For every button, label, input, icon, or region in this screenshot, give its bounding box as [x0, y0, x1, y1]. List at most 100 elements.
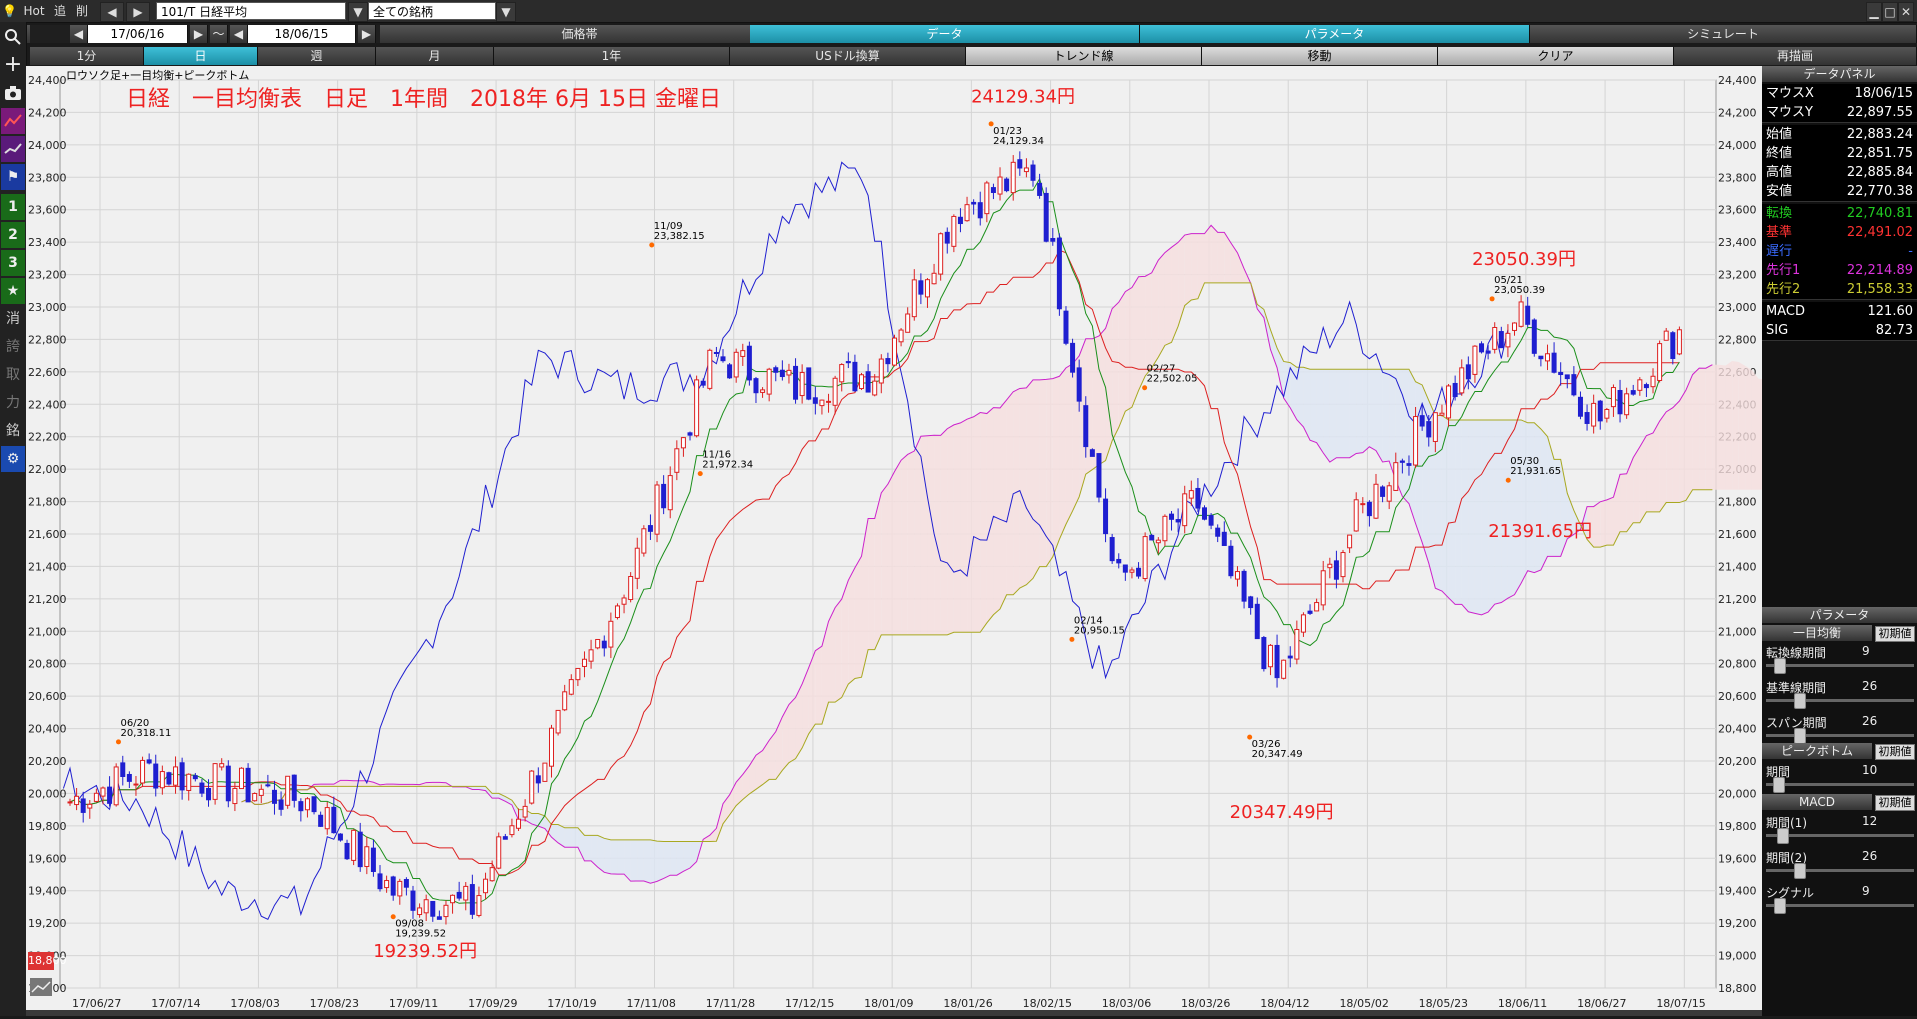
param-value[interactable]: 26: [1862, 849, 1902, 863]
preset-2-button[interactable]: 2: [1, 222, 25, 248]
date-from-prev-icon[interactable]: ◀: [70, 25, 88, 43]
candle-body: [860, 375, 864, 389]
candle-body: [94, 793, 98, 801]
param-slider[interactable]: [1766, 834, 1914, 837]
tab-1min[interactable]: 1分: [30, 47, 144, 65]
tab-price-band[interactable]: 価格帯: [380, 25, 780, 43]
bulb-icon[interactable]: 💡: [2, 2, 16, 20]
universe-select[interactable]: 全ての銘柄: [368, 2, 496, 20]
tab-monthly[interactable]: 月: [376, 47, 494, 65]
move-button[interactable]: 移動: [1202, 47, 1438, 65]
tab-1year[interactable]: 1年: [494, 47, 730, 65]
peak-value-label: 20,347.49: [1252, 749, 1303, 760]
exaggerate-button[interactable]: 誇: [1, 334, 25, 360]
y-tick-label-right: 24,400: [1718, 74, 1757, 87]
date-from-input[interactable]: 17/06/16: [88, 25, 188, 43]
search-icon[interactable]: [1, 24, 25, 50]
clear-button[interactable]: クリア: [1438, 47, 1674, 65]
kumo-cloud: [980, 413, 987, 633]
slider-knob[interactable]: [1774, 898, 1786, 914]
slider-knob[interactable]: [1773, 777, 1785, 793]
symbol-input[interactable]: 101/T 日経平均: [156, 2, 346, 20]
param-value[interactable]: 12: [1862, 814, 1902, 828]
camera-icon[interactable]: [1, 80, 25, 106]
tab-simulate[interactable]: シミュレート: [1530, 25, 1917, 43]
erase-button[interactable]: 消: [1, 306, 25, 332]
hot-button[interactable]: Hot: [22, 2, 46, 20]
preset-1-button[interactable]: 1: [1, 194, 25, 220]
chart-mini-icon[interactable]: [30, 978, 52, 996]
tab-data[interactable]: データ: [750, 25, 1140, 43]
usd-convert-button[interactable]: USドル換算: [730, 47, 966, 65]
x-tick-label: 18/02/15: [1023, 997, 1072, 1010]
chart-compare-icon[interactable]: [1, 136, 25, 162]
candle-body: [272, 790, 276, 803]
param-slider[interactable]: [1766, 664, 1914, 667]
param-slider[interactable]: [1766, 699, 1914, 702]
candle-body: [477, 896, 481, 916]
stock-button[interactable]: 銘: [1, 418, 25, 444]
date-from-next-icon[interactable]: ▶: [190, 25, 208, 43]
x-tick-label: 18/01/26: [943, 997, 992, 1010]
slider-knob[interactable]: [1774, 658, 1786, 674]
kumo-cloud: [683, 841, 690, 871]
minimize-icon[interactable]: ▁: [1866, 2, 1882, 22]
kumo-cloud: [941, 429, 948, 635]
power-button[interactable]: 力: [1, 390, 25, 416]
macd-reset-button[interactable]: 初期値: [1875, 795, 1915, 811]
horizontal-scrollbar[interactable]: [26, 1010, 1762, 1016]
date-to-input[interactable]: 18/06/15: [248, 25, 356, 43]
y-tick-label-left: 24,000: [28, 139, 67, 152]
add-icon[interactable]: +: [1, 52, 25, 78]
preset-3-button[interactable]: 3: [1, 250, 25, 276]
param-value[interactable]: 26: [1862, 714, 1902, 728]
param-value[interactable]: 10: [1862, 763, 1902, 777]
flag-icon[interactable]: ⚑: [1, 164, 25, 190]
tab-weekly[interactable]: 週: [258, 47, 376, 65]
maximize-icon[interactable]: □: [1882, 2, 1898, 22]
tab-parameter[interactable]: パラメータ: [1140, 25, 1530, 43]
candle-body: [1288, 656, 1292, 658]
star-icon[interactable]: ★: [1, 278, 25, 304]
candle-body: [820, 400, 824, 405]
param-value[interactable]: 9: [1862, 884, 1902, 898]
kumo-cloud: [611, 840, 618, 874]
prev-icon[interactable]: ◀: [100, 2, 124, 22]
param-slider[interactable]: [1766, 904, 1914, 907]
candle-body: [1354, 500, 1358, 531]
date-to-next-icon[interactable]: ▶: [358, 25, 376, 43]
close-icon[interactable]: ✕: [1898, 2, 1914, 22]
kumo-cloud: [657, 841, 664, 881]
tab-daily[interactable]: 日: [144, 47, 258, 65]
candle-body: [147, 760, 151, 763]
ichimoku-reset-button[interactable]: 初期値: [1875, 626, 1915, 642]
take-button[interactable]: 取: [1, 362, 25, 388]
date-to-prev-icon[interactable]: ◀: [230, 25, 248, 43]
slider-knob[interactable]: [1794, 863, 1806, 879]
delete-button[interactable]: 削: [74, 2, 90, 20]
gear-icon[interactable]: ⚙: [1, 446, 25, 472]
peak-reset-button[interactable]: 初期値: [1875, 744, 1915, 760]
chart-line-icon[interactable]: [1, 108, 25, 134]
slider-knob[interactable]: [1794, 693, 1806, 709]
candle-body: [371, 848, 375, 871]
peak-marker: [698, 471, 703, 476]
kumo-cloud: [1732, 361, 1739, 490]
param-slider[interactable]: [1766, 734, 1914, 737]
symbol-dropdown-icon[interactable]: ▼: [348, 2, 368, 22]
slider-knob[interactable]: [1794, 728, 1806, 744]
param-value[interactable]: 9: [1862, 644, 1902, 658]
slider-knob[interactable]: [1777, 828, 1789, 844]
redraw-button[interactable]: 再描画: [1674, 47, 1917, 65]
trendline-button[interactable]: トレンド線: [966, 47, 1202, 65]
universe-dropdown-icon[interactable]: ▼: [496, 2, 516, 22]
next-icon[interactable]: ▶: [126, 2, 150, 22]
param-value[interactable]: 26: [1862, 679, 1902, 693]
add-button[interactable]: 追: [52, 2, 68, 20]
param-slider[interactable]: [1766, 869, 1914, 872]
param-slider[interactable]: [1766, 783, 1914, 786]
